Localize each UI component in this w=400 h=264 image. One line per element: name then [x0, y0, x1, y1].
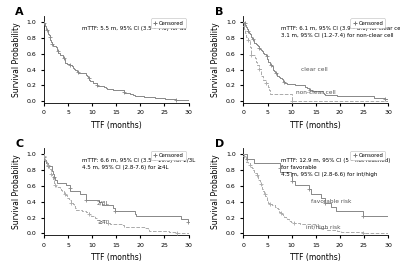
- Legend: Censored: Censored: [350, 18, 385, 28]
- Y-axis label: Survival Probability: Survival Probability: [211, 22, 220, 97]
- Y-axis label: Survival Probability: Survival Probability: [12, 22, 21, 97]
- Text: B: B: [214, 7, 223, 17]
- Text: A: A: [15, 7, 24, 17]
- Text: 2/3L: 2/3L: [97, 201, 110, 206]
- Y-axis label: Survival Probability: Survival Probability: [12, 154, 21, 229]
- Text: int/high risk: int/high risk: [306, 225, 340, 230]
- Text: clear cell: clear cell: [301, 67, 328, 72]
- X-axis label: TTF (months): TTF (months): [290, 253, 341, 262]
- X-axis label: TTF (months): TTF (months): [91, 253, 142, 262]
- Legend: Censored: Censored: [350, 151, 385, 160]
- Text: ≥4L: ≥4L: [97, 220, 109, 225]
- X-axis label: TTF (months): TTF (months): [91, 121, 142, 130]
- Text: favorable risk: favorable risk: [311, 199, 351, 204]
- Text: mTTF: 6.1 m, 95% CI (3.9 – 8.1) for clear cell
3.1 m, 95% CI (1.2-7.4) for non-c: mTTF: 6.1 m, 95% CI (3.9 – 8.1) for clea…: [281, 26, 400, 38]
- Legend: Censored: Censored: [151, 151, 186, 160]
- Text: C: C: [15, 139, 23, 149]
- Text: non-clear cell: non-clear cell: [296, 90, 336, 95]
- X-axis label: TTF (months): TTF (months): [290, 121, 341, 130]
- Y-axis label: Survival Probability: Survival Probability: [211, 154, 220, 229]
- Text: mTTF: 5.5 m, 95% CI (3.5 – 7.6) for all: mTTF: 5.5 m, 95% CI (3.5 – 7.6) for all: [82, 26, 186, 31]
- Text: D: D: [214, 139, 224, 149]
- Text: mTTF: 6.6 m, 95% CI (3.5 – 19.5) for 2/3L
4.5 m, 95% CI (2.8-7.6) for ≥4L: mTTF: 6.6 m, 95% CI (3.5 – 19.5) for 2/3…: [82, 158, 195, 170]
- Legend: Censored: Censored: [151, 18, 186, 28]
- Text: mTTF: 12.9 m, 95% CI (5 – not reached)
for favorable
4.5 m, 95% CI (2.8-6.6) for: mTTF: 12.9 m, 95% CI (5 – not reached) f…: [281, 158, 390, 177]
